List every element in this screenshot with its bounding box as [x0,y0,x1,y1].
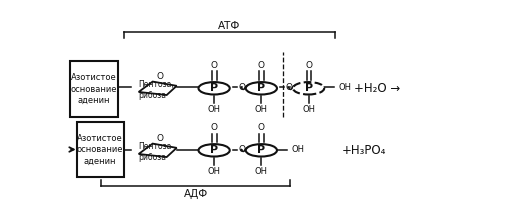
Circle shape [246,82,277,95]
Text: O: O [210,60,218,70]
Text: O: O [210,123,218,131]
FancyBboxPatch shape [76,122,123,177]
Text: P: P [305,83,313,93]
Text: Азотистое
основание
аденин: Азотистое основание аденин [77,134,123,165]
Text: Азотистое
основание
аденин: Азотистое основание аденин [70,73,117,105]
Text: АДФ: АДФ [183,189,208,199]
Text: +H₃PO₄: +H₃PO₄ [341,144,386,157]
Text: OH: OH [255,105,268,114]
Polygon shape [139,144,176,157]
FancyBboxPatch shape [70,61,118,117]
Text: Пентоза
рибоза: Пентоза рибоза [138,142,172,162]
Text: O: O [305,60,312,70]
Text: P: P [210,83,218,93]
Text: +H₂O →: +H₂O → [354,82,400,95]
Text: АТФ: АТФ [218,21,241,31]
Text: O: O [258,123,265,131]
Text: O: O [156,134,163,143]
Text: O: O [238,83,245,92]
Text: OH: OH [208,105,220,114]
Text: P: P [257,145,266,155]
Text: OH: OH [339,83,351,92]
Text: P: P [210,145,218,155]
Text: OH: OH [255,167,268,176]
Text: OH: OH [208,167,220,176]
Circle shape [246,144,277,156]
Circle shape [199,82,229,95]
Text: O: O [258,60,265,70]
Text: OH: OH [302,105,315,114]
Text: P: P [257,83,266,93]
Text: O: O [286,83,293,92]
Text: O: O [238,145,245,154]
Polygon shape [139,82,176,95]
Circle shape [199,144,229,156]
Text: OH: OH [292,145,304,154]
Text: O: O [156,72,163,81]
Circle shape [293,82,324,95]
Text: Пентоза,
рибоза: Пентоза, рибоза [138,80,174,100]
